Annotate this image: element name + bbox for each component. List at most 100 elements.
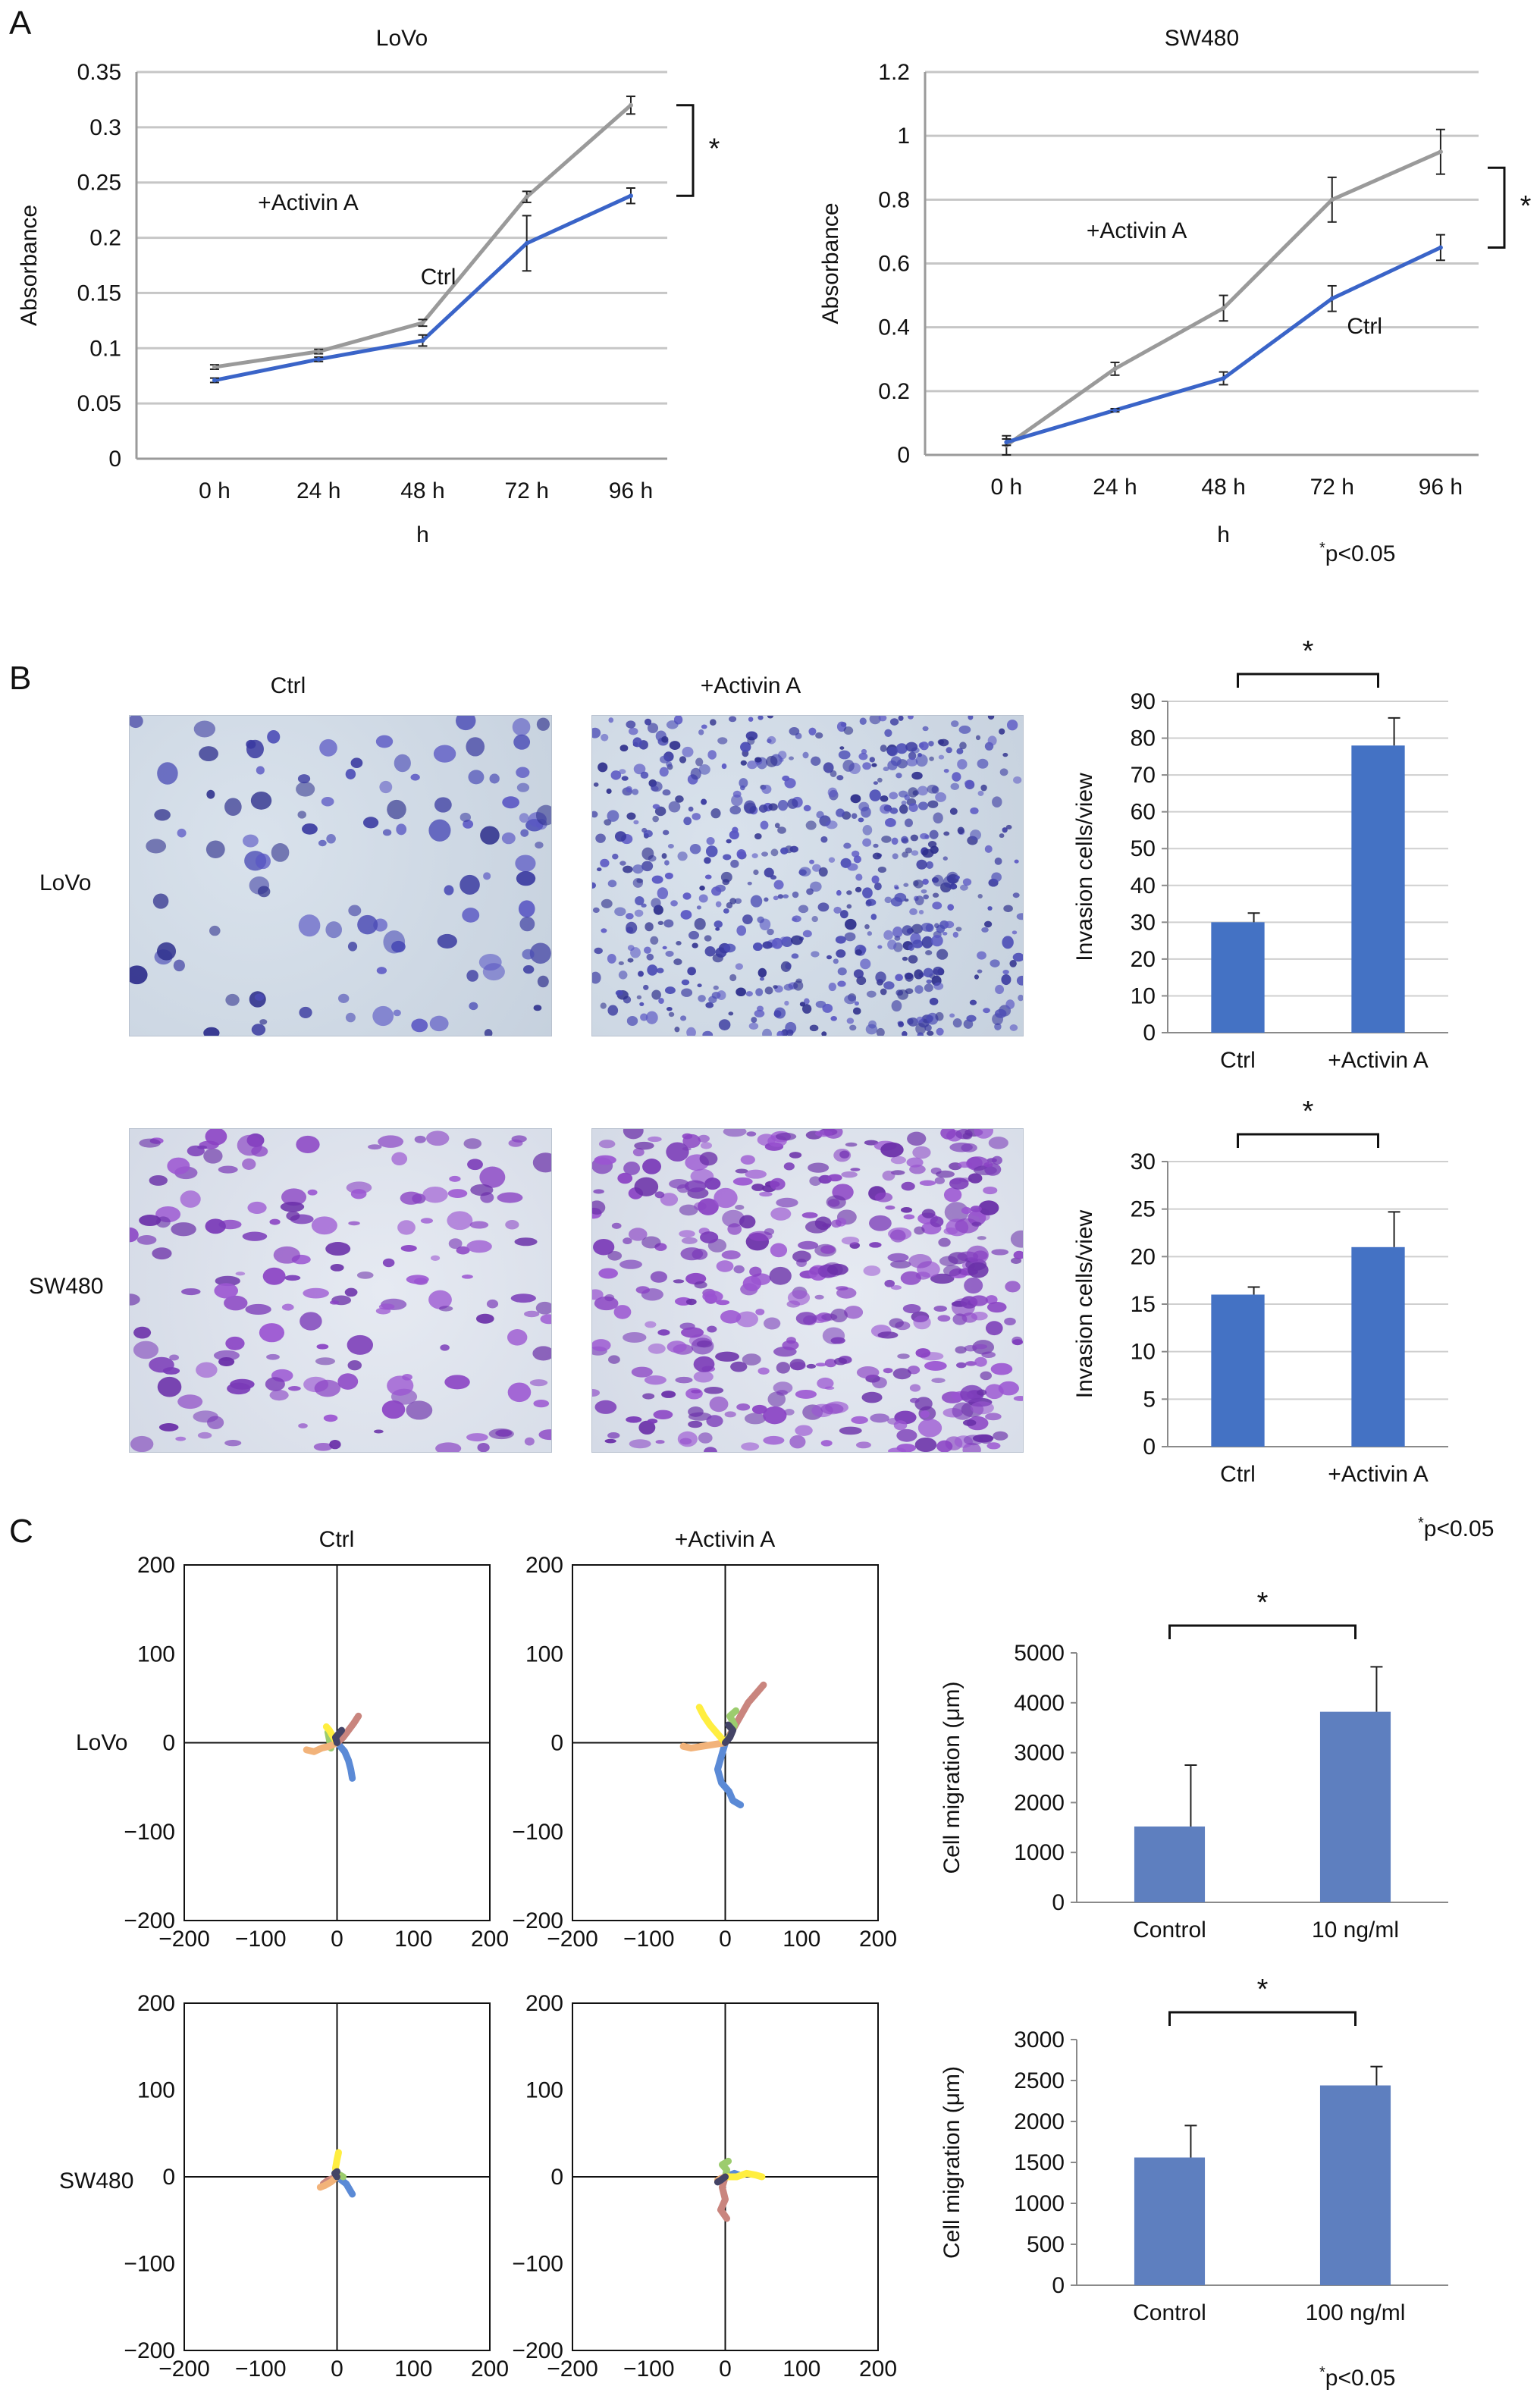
cell: [139, 1215, 162, 1227]
cell: [1012, 892, 1020, 898]
cell: [681, 988, 693, 997]
cell: [593, 1189, 604, 1194]
cell: [536, 717, 550, 731]
cell: [347, 1334, 374, 1355]
cell: [962, 878, 972, 886]
cell: [1005, 824, 1012, 829]
cell: [489, 773, 500, 784]
cell: [893, 1420, 908, 1431]
cell: [862, 838, 872, 847]
cell: [884, 896, 892, 904]
cell: [648, 1136, 662, 1143]
cell: [792, 1250, 811, 1262]
y-tick-label: 5: [1143, 1387, 1156, 1412]
cell: [682, 892, 692, 900]
trajectory-4: [722, 2169, 766, 2181]
cell: [943, 831, 950, 836]
p-value-note-b: *p<0.05: [1418, 1515, 1495, 1541]
cell: [1016, 975, 1023, 986]
cell: [433, 745, 456, 763]
cell: [645, 922, 654, 932]
cell: [886, 746, 899, 757]
cell: [654, 1191, 665, 1199]
cell: [1018, 994, 1023, 1002]
cell: [936, 1027, 944, 1036]
cell: [675, 795, 684, 803]
cell: [969, 999, 977, 1005]
cell: [912, 1146, 931, 1159]
cell: [677, 1431, 698, 1447]
cell: [466, 1240, 492, 1253]
cell: [466, 737, 485, 757]
cell: [755, 988, 764, 996]
cell: [394, 754, 411, 773]
cell: [735, 1311, 758, 1328]
cell: [209, 925, 221, 936]
cell: [632, 864, 644, 874]
cell: [502, 796, 519, 809]
cell: [686, 1027, 696, 1036]
cell: [913, 1315, 931, 1330]
cell: [808, 1162, 830, 1173]
cell: [645, 1011, 658, 1024]
cell: [181, 1288, 201, 1296]
x-tick-label: +Activin A: [1328, 1462, 1429, 1487]
cell: [740, 760, 747, 766]
cell: [733, 1265, 745, 1274]
cell: [514, 1237, 538, 1246]
cell: [259, 1323, 285, 1343]
cell: [611, 1222, 622, 1229]
cell: [256, 766, 265, 775]
cell: [706, 836, 715, 845]
cell: [795, 1312, 817, 1325]
cell: [1002, 969, 1009, 975]
cell: [971, 1221, 982, 1227]
x-tick-label: 0: [719, 2357, 732, 2382]
cell: [862, 762, 871, 770]
cell: [705, 1002, 714, 1008]
cell: [805, 820, 817, 830]
cell: [411, 1018, 428, 1033]
cell: [668, 1011, 675, 1018]
cell: [362, 817, 379, 829]
cell: [736, 849, 746, 859]
cell: [721, 763, 727, 770]
cell: [667, 843, 674, 849]
cell: [595, 833, 606, 843]
cell: [880, 745, 887, 752]
cell: [225, 1336, 245, 1350]
cell: [723, 854, 732, 861]
x-axis-label: h: [416, 522, 429, 547]
cell: [688, 1420, 703, 1428]
cell: [747, 881, 752, 886]
cell: [1001, 974, 1012, 986]
cell: [726, 902, 733, 909]
cell: [400, 1244, 417, 1252]
cell: [757, 1367, 770, 1375]
cell: [237, 1134, 262, 1156]
cell: [623, 1161, 641, 1175]
cell: [659, 755, 670, 764]
cell: [375, 1307, 391, 1315]
significance-bracket: [1237, 673, 1379, 688]
cell: [890, 1284, 902, 1290]
cell: [203, 1027, 220, 1036]
data-point: [524, 240, 529, 246]
cell: [836, 808, 845, 817]
cell: [826, 1195, 846, 1209]
x-tick-label: 100: [394, 2357, 432, 2382]
cell: [787, 798, 798, 809]
cell: [414, 1135, 426, 1143]
cell: [247, 1201, 267, 1215]
cell: [721, 1250, 741, 1259]
cell: [880, 988, 887, 996]
cell: [714, 920, 723, 928]
cell: [880, 795, 889, 802]
cell: [923, 894, 929, 900]
cell: [193, 1410, 218, 1423]
cell: [960, 1384, 984, 1403]
cell: [817, 1377, 834, 1390]
cell: [903, 883, 909, 887]
cell: [203, 1148, 223, 1164]
cell: [919, 1180, 936, 1187]
